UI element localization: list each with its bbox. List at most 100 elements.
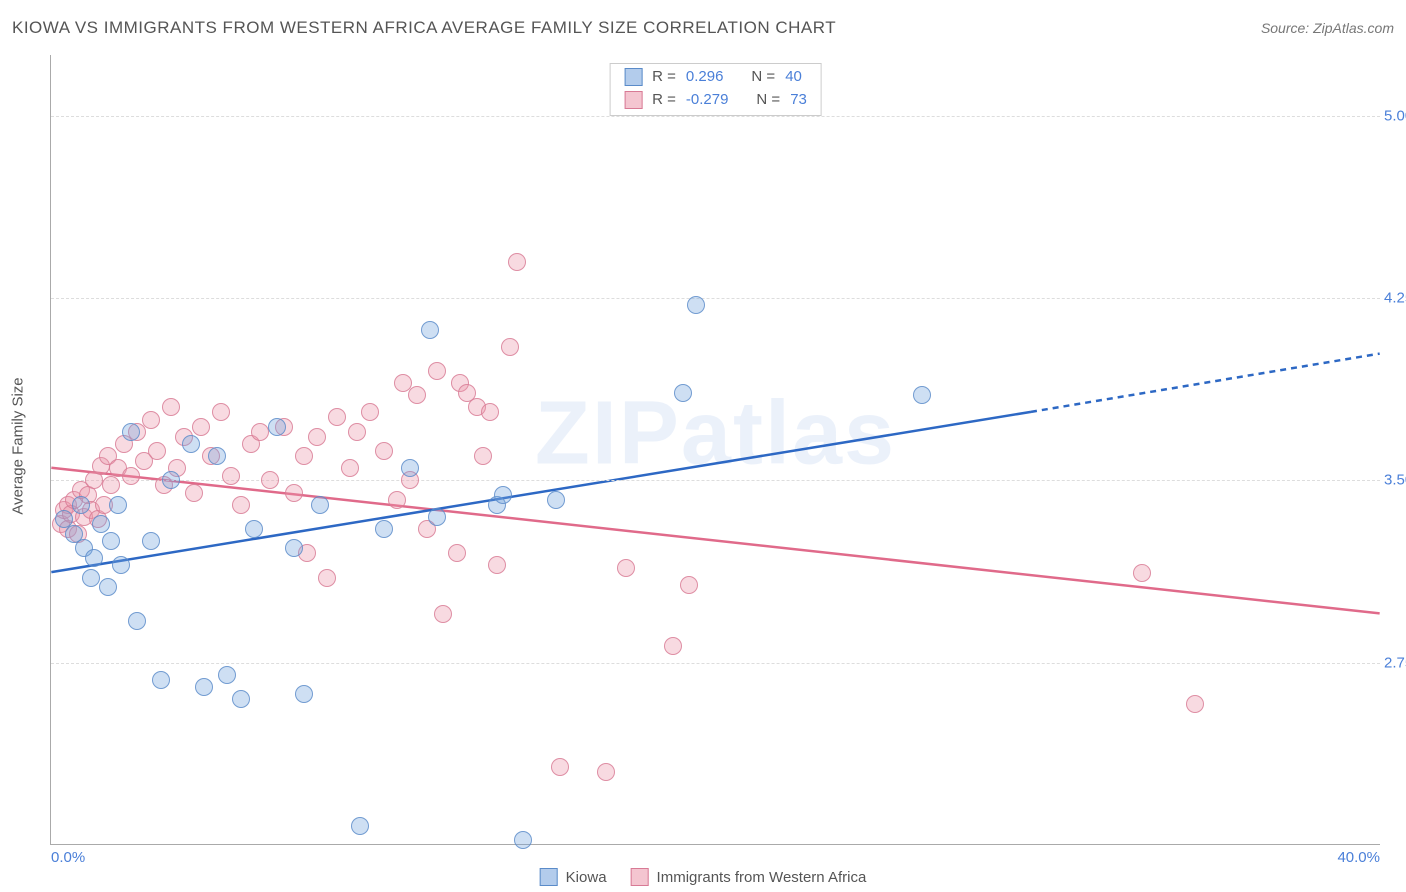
data-point (195, 678, 213, 696)
stat-r-value-pink: -0.279 (686, 89, 729, 112)
data-point (434, 605, 452, 623)
data-point (208, 447, 226, 465)
stat-r-label-2: R = (652, 89, 676, 112)
y-axis-label: Average Family Size (10, 377, 27, 514)
data-point (222, 467, 240, 485)
data-point (268, 418, 286, 436)
data-point (142, 532, 160, 550)
stat-n-label-2: N = (756, 89, 780, 112)
gridline (51, 116, 1380, 117)
plot-area: ZIPatlas R = 0.296 N = 40 R = -0.279 N =… (50, 55, 1380, 845)
stats-legend-box: R = 0.296 N = 40 R = -0.279 N = 73 (609, 63, 822, 116)
data-point (102, 532, 120, 550)
data-point (142, 411, 160, 429)
data-point (481, 403, 499, 421)
data-point (245, 520, 263, 538)
data-point (295, 447, 313, 465)
data-point (218, 666, 236, 684)
stats-row-pink: R = -0.279 N = 73 (624, 89, 807, 112)
data-point (664, 637, 682, 655)
data-point (82, 569, 100, 587)
data-point (328, 408, 346, 426)
stat-r-value-blue: 0.296 (686, 66, 724, 89)
data-point (428, 362, 446, 380)
y-tick: 4.25 (1384, 290, 1406, 307)
data-point (99, 578, 117, 596)
legend-item-pink: Immigrants from Western Africa (631, 868, 867, 886)
bottom-legend: Kiowa Immigrants from Western Africa (540, 868, 867, 886)
y-tick: 2.75 (1384, 654, 1406, 671)
data-point (85, 549, 103, 567)
data-point (680, 576, 698, 594)
legend-label-pink: Immigrants from Western Africa (657, 869, 867, 886)
legend-swatch-pink-icon (631, 868, 649, 886)
data-point (1133, 564, 1151, 582)
stat-n-label: N = (751, 66, 775, 89)
source-credit: Source: ZipAtlas.com (1261, 20, 1394, 36)
data-point (361, 403, 379, 421)
stat-n-value-pink: 73 (790, 89, 807, 112)
data-point (494, 486, 512, 504)
data-point (1186, 695, 1204, 713)
data-point (285, 484, 303, 502)
data-point (109, 496, 127, 514)
data-point (674, 384, 692, 402)
data-point (547, 491, 565, 509)
data-point (375, 442, 393, 460)
data-point (348, 423, 366, 441)
data-point (122, 423, 140, 441)
data-point (351, 817, 369, 835)
stats-row-blue: R = 0.296 N = 40 (624, 66, 807, 89)
data-point (311, 496, 329, 514)
data-point (501, 338, 519, 356)
data-point (375, 520, 393, 538)
legend-item-blue: Kiowa (540, 868, 607, 886)
source-prefix: Source: (1261, 20, 1313, 36)
swatch-blue-icon (624, 68, 642, 86)
data-point (421, 321, 439, 339)
data-point (401, 459, 419, 477)
legend-label-blue: Kiowa (566, 869, 607, 886)
trend-line (1031, 354, 1380, 412)
data-point (617, 559, 635, 577)
data-point (318, 569, 336, 587)
data-point (148, 442, 166, 460)
data-point (212, 403, 230, 421)
data-point (388, 491, 406, 509)
gridline (51, 480, 1380, 481)
gridline (51, 663, 1380, 664)
data-point (408, 386, 426, 404)
data-point (112, 556, 130, 574)
data-point (448, 544, 466, 562)
x-tick-left: 0.0% (51, 849, 85, 866)
data-point (551, 758, 569, 776)
data-point (152, 671, 170, 689)
data-point (251, 423, 269, 441)
data-point (92, 515, 110, 533)
data-point (122, 467, 140, 485)
data-point (295, 685, 313, 703)
data-point (232, 496, 250, 514)
gridline (51, 298, 1380, 299)
data-point (232, 690, 250, 708)
data-point (488, 556, 506, 574)
data-point (508, 253, 526, 271)
stat-n-value-blue: 40 (785, 66, 802, 89)
data-point (192, 418, 210, 436)
swatch-pink-icon (624, 91, 642, 109)
data-point (687, 296, 705, 314)
data-point (102, 476, 120, 494)
data-point (182, 435, 200, 453)
data-point (128, 612, 146, 630)
data-point (308, 428, 326, 446)
data-point (162, 398, 180, 416)
x-tick-right: 40.0% (1337, 849, 1380, 866)
data-point (474, 447, 492, 465)
data-point (341, 459, 359, 477)
source-name: ZipAtlas.com (1313, 20, 1394, 36)
y-tick: 3.50 (1384, 472, 1406, 489)
data-point (285, 539, 303, 557)
data-point (428, 508, 446, 526)
stat-r-label: R = (652, 66, 676, 89)
legend-swatch-blue-icon (540, 868, 558, 886)
